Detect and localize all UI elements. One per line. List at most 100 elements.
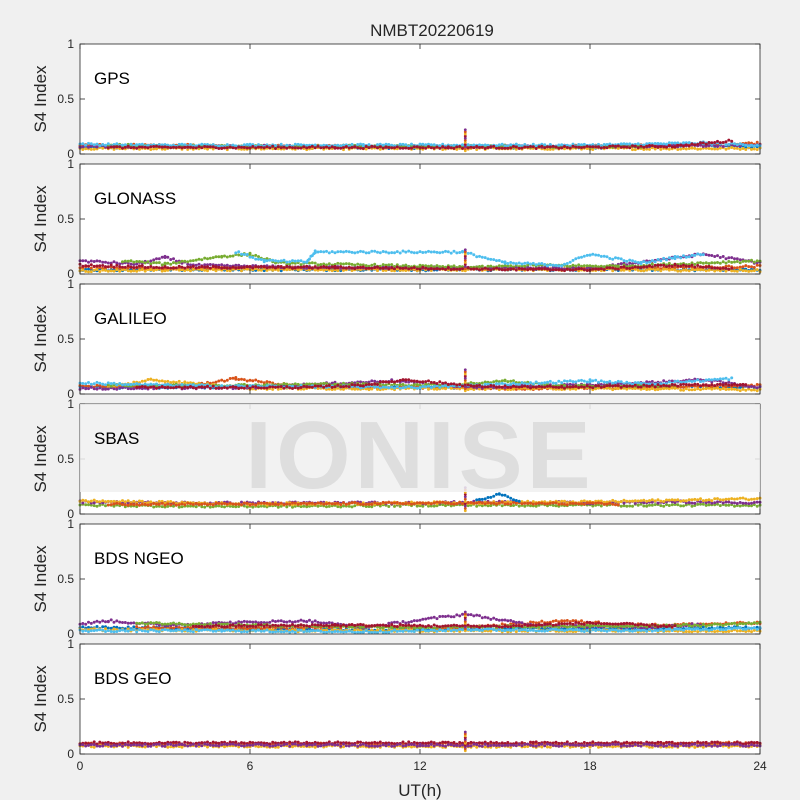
data-point	[509, 146, 513, 150]
data-point	[92, 264, 96, 268]
data-point	[483, 382, 487, 386]
data-point	[614, 264, 617, 268]
data-point	[350, 146, 354, 149]
data-point	[200, 146, 204, 150]
data-point	[203, 385, 207, 389]
data-point	[265, 145, 269, 149]
data-point	[336, 143, 340, 147]
data-point	[251, 385, 255, 389]
data-point	[157, 257, 161, 261]
data-point	[534, 385, 538, 389]
data-point	[432, 250, 436, 254]
data-point	[682, 263, 685, 267]
data-point	[166, 261, 170, 265]
data-point	[455, 147, 459, 151]
data-point	[656, 388, 660, 391]
data-point	[673, 141, 677, 145]
data-point	[330, 250, 334, 254]
data-point	[529, 262, 532, 266]
data-point	[696, 252, 700, 256]
data-point	[472, 384, 476, 388]
data-point	[670, 264, 674, 268]
data-point	[81, 148, 85, 151]
data-point	[693, 265, 697, 269]
data-point	[449, 386, 453, 390]
data-point	[517, 385, 521, 389]
data-point	[696, 261, 700, 265]
data-point	[565, 385, 569, 389]
data-point	[718, 267, 722, 271]
data-point	[81, 264, 85, 268]
data-point	[106, 265, 110, 269]
data-point	[412, 145, 416, 149]
data-point	[342, 250, 345, 254]
data-point	[271, 268, 275, 272]
data-point	[707, 386, 711, 390]
data-point	[724, 269, 728, 273]
data-point	[166, 145, 170, 149]
data-point	[744, 148, 748, 151]
data-point	[735, 388, 739, 392]
data-point	[87, 381, 90, 384]
data-point	[342, 381, 345, 385]
data-point	[206, 257, 209, 261]
data-point	[257, 265, 260, 269]
data-point	[242, 253, 246, 256]
data-point	[483, 385, 487, 389]
data-point	[361, 250, 365, 254]
data-point	[577, 145, 581, 149]
data-point	[347, 265, 351, 269]
data-point	[565, 379, 569, 383]
axes-background	[80, 164, 760, 274]
data-point	[429, 146, 433, 150]
data-point	[506, 262, 510, 265]
data-point	[316, 266, 320, 270]
data-point	[274, 385, 277, 389]
data-point	[497, 146, 501, 150]
data-point	[387, 251, 391, 255]
data-point	[169, 381, 173, 384]
data-point	[237, 250, 241, 254]
data-point	[308, 257, 311, 261]
data-point	[665, 258, 668, 262]
data-point	[495, 266, 498, 270]
data-point	[302, 265, 306, 269]
data-point	[395, 145, 399, 149]
data-point	[401, 266, 405, 270]
data-point	[106, 261, 110, 265]
data-point	[534, 147, 538, 150]
data-point	[469, 384, 473, 388]
data-point	[104, 260, 107, 264]
data-point	[648, 260, 651, 264]
data-point	[577, 143, 581, 146]
data-point	[614, 256, 617, 260]
data-point	[138, 264, 141, 268]
data-point	[121, 143, 124, 147]
data-point	[265, 266, 269, 270]
data-point	[112, 381, 116, 385]
data-point	[98, 259, 102, 263]
data-point	[81, 386, 85, 390]
data-point	[140, 260, 144, 264]
data-point	[214, 380, 218, 384]
data-markers	[78, 128, 762, 153]
data-point	[667, 256, 671, 260]
data-point	[220, 255, 224, 259]
data-point	[492, 267, 496, 271]
data-point	[398, 378, 402, 382]
data-point	[401, 142, 405, 146]
data-point	[704, 265, 708, 269]
data-point	[495, 382, 498, 386]
data-point	[344, 145, 348, 149]
data-point	[234, 266, 238, 270]
data-point	[356, 143, 360, 146]
data-point	[257, 257, 260, 261]
data-point	[322, 265, 326, 268]
data-point	[421, 251, 425, 254]
data-point	[653, 263, 657, 267]
data-point	[752, 265, 756, 269]
data-point	[747, 385, 751, 389]
data-point	[591, 386, 595, 390]
data-point	[611, 381, 615, 385]
data-point	[186, 386, 190, 389]
